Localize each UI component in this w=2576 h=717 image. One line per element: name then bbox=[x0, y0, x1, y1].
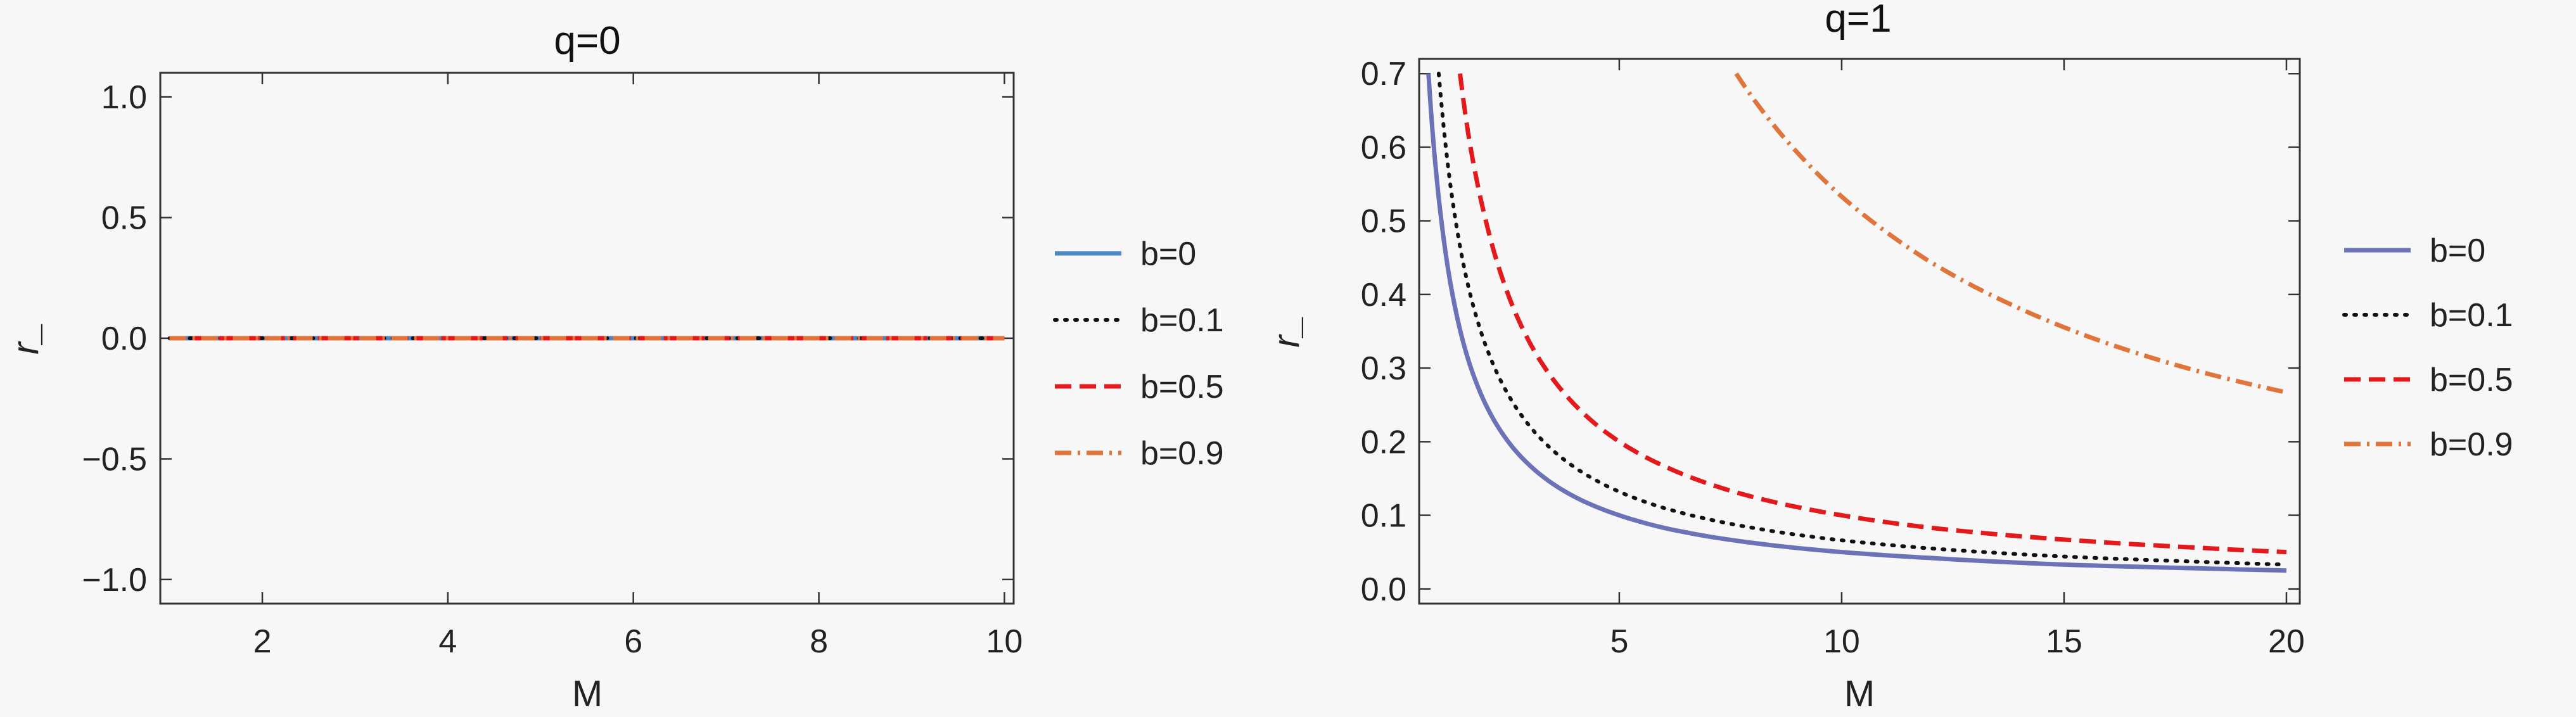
x-axis-title-q1: M bbox=[1844, 673, 1875, 714]
x-tick-label: 5 bbox=[1610, 623, 1628, 660]
y-tick-label: 0.5 bbox=[1361, 203, 1406, 240]
y-tick-label: −1.0 bbox=[82, 562, 147, 599]
y-tick-label: 0.4 bbox=[1361, 277, 1406, 314]
y-tick-label: 0.2 bbox=[1361, 424, 1406, 460]
legend-q0: b=0 b=0.1 b=0.5 b=0.9 bbox=[1053, 236, 1224, 472]
legend-label: b=0 bbox=[2430, 232, 2485, 269]
y-tick-label: 0.5 bbox=[101, 200, 147, 237]
legend-label: b=0 bbox=[1140, 236, 1196, 272]
ticks-q0: 2 4 6 8 10 −1.0 −0.5 0.0 0.5 1.0 bbox=[82, 73, 1023, 660]
y-tick-label: 0.0 bbox=[101, 320, 147, 357]
series-line-b01 bbox=[1436, 72, 2288, 567]
x-tick-label: 8 bbox=[810, 623, 828, 660]
plot-q1: q=1 5 10 15 20 0.0 0.1 0.2 0.3 0.4 0.5 0.6 0.7 M r_… bbox=[1266, 0, 2513, 714]
y-tick-label: 0.3 bbox=[1361, 350, 1406, 387]
plot-title-q1: q=1 bbox=[1825, 0, 1891, 41]
x-tick-label: 2 bbox=[253, 623, 272, 660]
x-tick-label: 20 bbox=[2268, 623, 2305, 660]
x-tick-label: 15 bbox=[2046, 623, 2082, 660]
y-tick-label: 0.1 bbox=[1361, 498, 1406, 535]
legend-label: b=0.1 bbox=[2430, 297, 2513, 334]
ticks-q1: 5 10 15 20 0.0 0.1 0.2 0.3 0.4 0.5 0.6 0.7 bbox=[1361, 56, 2305, 660]
legend-q1: b=0 b=0.1 b=0.5 b=0.9 bbox=[2342, 232, 2513, 463]
y-tick-label: 0.6 bbox=[1361, 129, 1406, 166]
legend-label: b=0.5 bbox=[1140, 369, 1224, 405]
series-line-b0 bbox=[1426, 73, 2286, 573]
legend-label: b=0.5 bbox=[2430, 362, 2513, 398]
plot-frame-q1 bbox=[1418, 58, 2301, 605]
plot-title-q0: q=0 bbox=[554, 19, 620, 63]
legend-label: b=0.1 bbox=[1140, 302, 1224, 339]
x-tick-label: 10 bbox=[986, 623, 1023, 660]
legend-label: b=0.9 bbox=[2430, 426, 2513, 463]
x-axis-title-q0: M bbox=[572, 673, 603, 714]
series-group-q1 bbox=[1426, 72, 2288, 573]
legend-label: b=0.9 bbox=[1140, 435, 1224, 472]
y-tick-label: 1.0 bbox=[101, 79, 147, 116]
x-tick-label: 10 bbox=[1823, 623, 1860, 660]
y-axis-title-q1: r_ bbox=[1266, 315, 1307, 348]
series-line-b09 bbox=[1734, 72, 2287, 395]
y-axis-title-q0: r_ bbox=[5, 322, 46, 355]
plot-q0: q=0 2 4 6 8 10 −1.0 −0.5 0.0 0.5 1.0 M r_ b=0 b=0.… bbox=[5, 19, 1224, 714]
x-tick-label: 4 bbox=[438, 623, 457, 660]
x-tick-label: 6 bbox=[624, 623, 642, 660]
y-tick-label: −0.5 bbox=[82, 441, 147, 478]
series-line-b05 bbox=[1458, 73, 2287, 555]
y-tick-label: 0.7 bbox=[1361, 56, 1406, 92]
y-tick-label: 0.0 bbox=[1361, 571, 1406, 608]
